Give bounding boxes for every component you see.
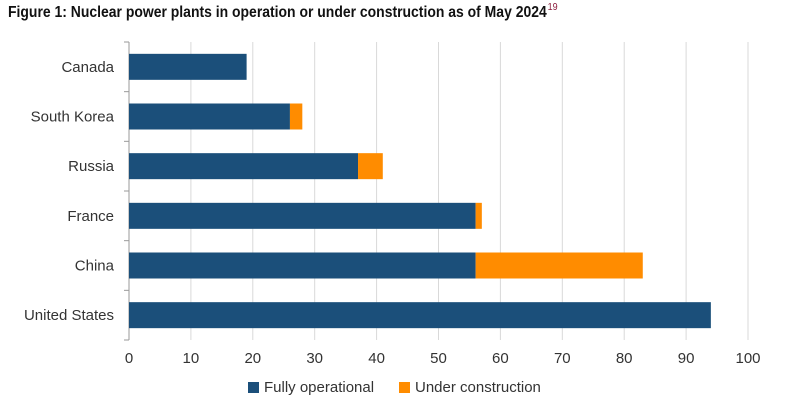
legend-label-under-construction: Under construction bbox=[415, 379, 541, 396]
bar-fully-operational-france bbox=[129, 202, 476, 229]
bar-under-construction-china bbox=[475, 252, 643, 279]
category-label-france: France bbox=[67, 208, 114, 225]
x-tick-label-10: 10 bbox=[183, 350, 200, 367]
figure-title: Figure 1: Nuclear power plants in operat… bbox=[8, 2, 558, 22]
category-label-united-states: United States bbox=[24, 307, 114, 324]
category-label-south-korea: South Korea bbox=[31, 109, 115, 126]
legend-label-fully-operational: Fully operational bbox=[264, 379, 375, 396]
x-tick-label-100: 100 bbox=[735, 350, 760, 367]
bar-fully-operational-russia bbox=[129, 153, 359, 180]
x-tick-label-40: 40 bbox=[368, 350, 385, 367]
legend-swatch-under-construction bbox=[399, 382, 410, 393]
bar-chart: 0 10 20 30 40 50 60 70 80 90 100 Canada South Korea R… bbox=[24, 41, 761, 367]
bar-under-construction-russia bbox=[358, 153, 383, 180]
x-tick-label-80: 80 bbox=[616, 350, 633, 367]
bar-fully-operational-south-korea bbox=[129, 103, 290, 130]
legend-swatch-fully-operational bbox=[248, 382, 259, 393]
x-tick-label-60: 60 bbox=[492, 350, 509, 367]
x-tick-label-90: 90 bbox=[678, 350, 695, 367]
legend-item-under-construction: Under construction bbox=[399, 379, 541, 396]
bar-fully-operational-united-states bbox=[129, 302, 711, 329]
x-tick-label-70: 70 bbox=[554, 350, 571, 367]
x-tick-label-50: 50 bbox=[430, 350, 447, 367]
footnote-marker: 19 bbox=[547, 2, 558, 13]
category-label-canada: Canada bbox=[61, 59, 114, 76]
bar-under-construction-south-korea bbox=[289, 103, 303, 130]
category-label-china: China bbox=[75, 258, 115, 275]
x-tick-label-20: 20 bbox=[244, 350, 261, 367]
bar-fully-operational-china bbox=[129, 252, 476, 279]
category-label-russia: Russia bbox=[68, 158, 115, 175]
legend-item-fully-operational: Fully operational bbox=[248, 379, 374, 396]
bar-fully-operational-canada bbox=[129, 53, 247, 80]
x-tick-label-30: 30 bbox=[306, 350, 323, 367]
chart-legend: Fully operational Under construction bbox=[0, 379, 787, 399]
bar-under-construction-france bbox=[475, 202, 482, 229]
x-tick-label-0: 0 bbox=[125, 350, 133, 367]
figure-title-text: Figure 1: Nuclear power plants in operat… bbox=[8, 4, 547, 21]
